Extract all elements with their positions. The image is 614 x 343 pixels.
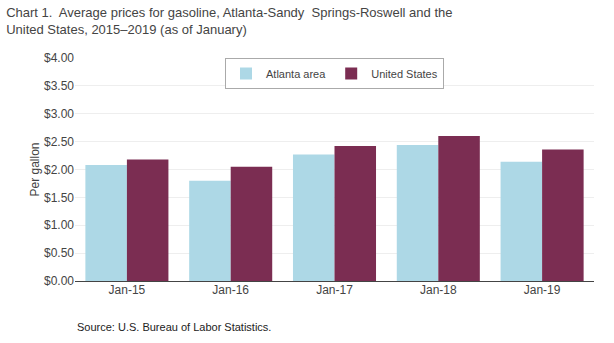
svg-text:Source: U.S. Bureau of Labor S: Source: U.S. Bureau of Labor Statistics. xyxy=(77,321,271,333)
svg-text:Jan-17: Jan-17 xyxy=(316,283,353,297)
svg-text:$3.50: $3.50 xyxy=(44,79,74,93)
svg-text:Atlanta area: Atlanta area xyxy=(266,68,326,80)
svg-text:Jan-15: Jan-15 xyxy=(109,283,146,297)
svg-text:$3.00: $3.00 xyxy=(44,107,74,121)
svg-text:Jan-19: Jan-19 xyxy=(524,283,561,297)
svg-text:$4.00: $4.00 xyxy=(44,51,74,65)
svg-text:$0.00: $0.00 xyxy=(44,274,74,288)
svg-text:$1.50: $1.50 xyxy=(44,191,74,205)
svg-text:$2.00: $2.00 xyxy=(44,163,74,177)
svg-text:$1.00: $1.00 xyxy=(44,218,74,232)
svg-text:Jan-16: Jan-16 xyxy=(212,283,249,297)
svg-text:Chart 1. Average prices for g: Chart 1. Average prices for gasoline, At… xyxy=(6,5,452,37)
svg-text:Per gallon: Per gallon xyxy=(28,142,42,196)
svg-text:United States: United States xyxy=(371,68,438,80)
svg-text:Jan-18: Jan-18 xyxy=(420,283,457,297)
svg-text:$0.50: $0.50 xyxy=(44,246,74,260)
svg-text:$2.50: $2.50 xyxy=(44,135,74,149)
